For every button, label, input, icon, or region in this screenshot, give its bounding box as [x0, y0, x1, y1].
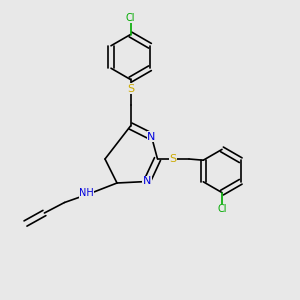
Text: S: S: [127, 83, 134, 94]
Text: NH: NH: [79, 188, 94, 199]
Text: N: N: [143, 176, 151, 187]
Text: Cl: Cl: [126, 13, 135, 23]
Text: N: N: [147, 131, 156, 142]
Text: Cl: Cl: [217, 204, 227, 214]
Text: S: S: [169, 154, 177, 164]
